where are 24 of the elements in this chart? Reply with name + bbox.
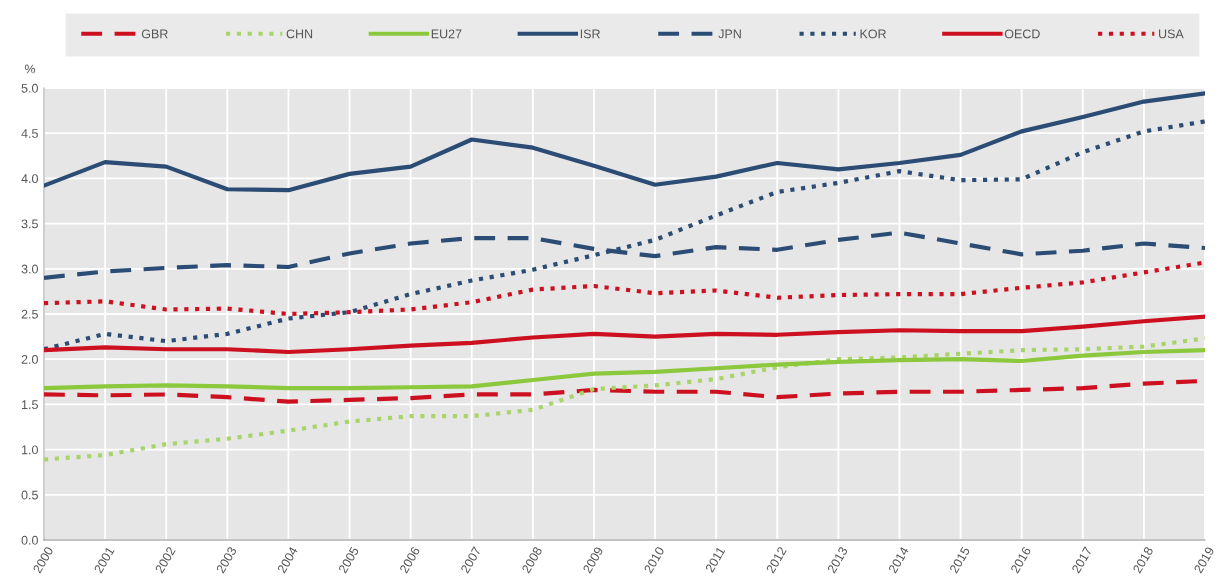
y-tick-label: 5.0 [21, 83, 38, 93]
y-tick-label: 1.5 [22, 400, 38, 410]
line-series [44, 260, 1205, 317]
y-tick-label: 3.5 [21, 219, 38, 229]
legend-label: OECD [1004, 29, 1040, 39]
y-tick-label: 1.0 [22, 445, 38, 455]
legend-label: EU27 [431, 29, 462, 39]
y-tick-label: 0.0 [21, 535, 38, 545]
y-axis-title: % [24, 64, 36, 74]
y-tick-label: 2.0 [21, 355, 38, 364]
legend-label: USA [1159, 29, 1184, 39]
y-tick-label: 0.5 [21, 490, 38, 500]
legend-label: CHN [286, 29, 313, 39]
legend-label: GBR [141, 29, 168, 39]
y-tick-label: 4.0 [21, 174, 38, 184]
y-tick-label: 2.5 [21, 309, 38, 319]
y-tick-label: 4.5 [21, 129, 38, 138]
y-tick-label: 3.0 [21, 264, 38, 274]
legend-label: JPN [718, 29, 741, 39]
legend-label: ISR [580, 29, 600, 39]
line-series [44, 336, 1205, 462]
line-series [44, 314, 1205, 355]
legend-label: KOR [860, 29, 887, 39]
line-series [44, 348, 1205, 391]
